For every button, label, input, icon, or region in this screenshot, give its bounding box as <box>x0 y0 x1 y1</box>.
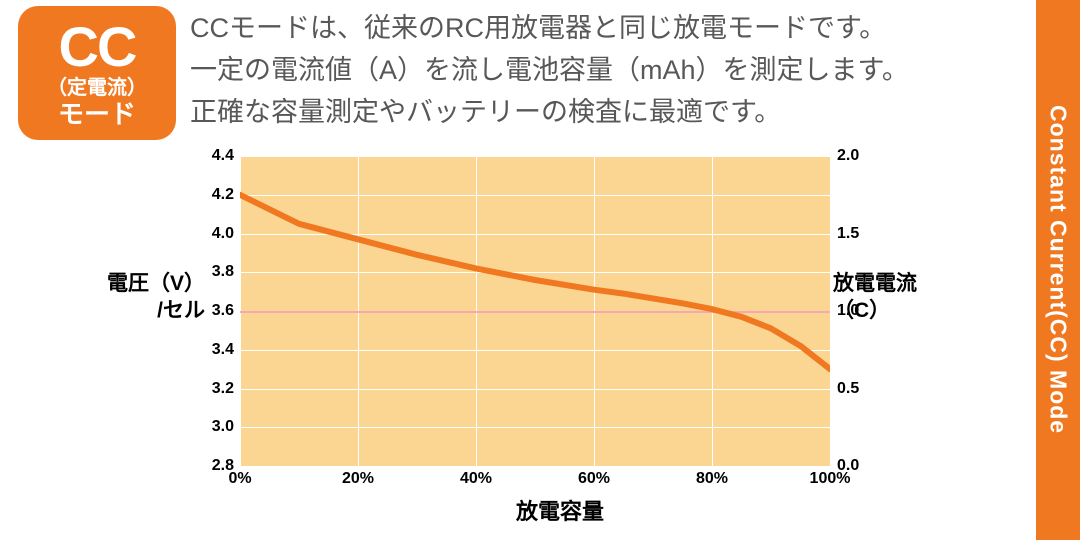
badge-sub: （定電流） <box>47 77 147 99</box>
y-left-tick: 3.6 <box>212 302 234 320</box>
x-tick: 60% <box>578 470 610 488</box>
y-left-ticks: 4.44.24.03.83.63.43.23.02.8 <box>205 150 238 470</box>
y-right-ticks: 2.01.51.00.50.0 <box>833 150 873 470</box>
gridline-h <box>240 466 830 467</box>
x-tick: 80% <box>696 470 728 488</box>
badge-mode: モード <box>58 101 136 127</box>
y-left-tick: 4.2 <box>212 186 234 204</box>
right-vertical-bar: Constant Current(CC) Mode <box>1036 0 1080 540</box>
x-tick: 20% <box>342 470 374 488</box>
x-axis-label: 放電容量 <box>105 494 1015 526</box>
y-right-tick: 1.5 <box>837 225 859 243</box>
plot-area <box>240 156 830 466</box>
y-left-tick: 3.2 <box>212 380 234 398</box>
right-bar-text: Constant Current(CC) Mode <box>1045 105 1072 434</box>
description: CCモードは、従来のRC用放電器と同じ放電モードです。一定の電流値（A）を流し電… <box>190 8 1020 134</box>
chart-container: 電圧（V）/セル 放電電流（C） 放電容量 4.44.24.03.83.63.4… <box>105 150 1015 530</box>
y-right-tick: 0.5 <box>837 380 859 398</box>
y-left-tick: 3.4 <box>212 341 234 359</box>
x-tick: 0% <box>228 470 251 488</box>
y-left-tick: 4.4 <box>212 147 234 165</box>
voltage-curve <box>240 156 830 466</box>
x-tick: 100% <box>810 470 851 488</box>
y-left-tick: 3.8 <box>212 263 234 281</box>
y-left-tick: 3.0 <box>212 418 234 436</box>
cc-badge: CC （定電流） モード <box>18 6 176 140</box>
badge-cc: CC <box>59 19 136 75</box>
y-right-tick: 2.0 <box>837 147 859 165</box>
y-right-tick: 1.0 <box>837 302 859 320</box>
y-left-tick: 4.0 <box>212 225 234 243</box>
x-tick: 40% <box>460 470 492 488</box>
gridline-v <box>830 156 831 466</box>
y-left-axis-label: 電圧（V）/セル <box>105 270 205 325</box>
